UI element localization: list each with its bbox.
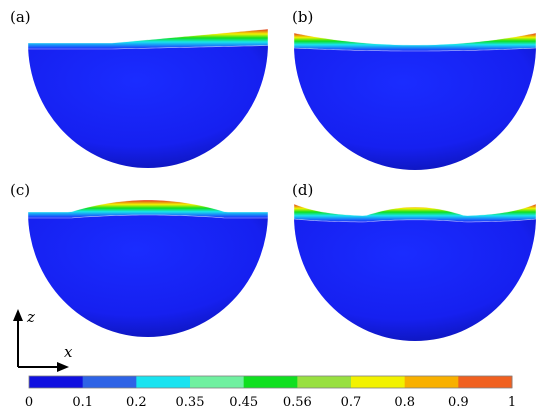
panel-label: (c) (10, 181, 30, 199)
colorbar-segment (458, 376, 513, 388)
colorbar-tick-label: 0 (25, 395, 33, 410)
panel-label: (b) (292, 8, 313, 26)
z-axis-label: z (26, 308, 35, 326)
hemisphere-body (294, 216, 536, 341)
colorbar-segment (404, 376, 459, 388)
colorbar-segment (243, 376, 298, 388)
panel-d: (d) (292, 181, 537, 341)
colorbar-segments (29, 376, 513, 388)
colorbar-segment (29, 376, 84, 388)
colorbar-tick-label: 0.35 (176, 395, 205, 410)
hemisphere-body (294, 45, 536, 170)
panel-a: (a) (10, 8, 269, 168)
z-arrowhead-icon (13, 309, 23, 321)
free-surface-band (27, 199, 269, 219)
free-surface-band (27, 28, 269, 50)
panel-label: (d) (292, 181, 313, 199)
colorbar-frame (28, 375, 513, 389)
colorbar-tick-label: 0.7 (341, 395, 362, 410)
colorbar-segment (351, 376, 406, 388)
colorbar-segment (297, 376, 352, 388)
x-axis-label: x (64, 343, 73, 361)
colorbar: 0 0.1 0.2 0.35 0.45 0.56 0.7 0.8 0.9 1 (25, 375, 516, 410)
colorbar-segment (190, 376, 245, 388)
colorbar-tick-label: 0.1 (72, 395, 93, 410)
hemisphere-body (28, 212, 268, 337)
colorbar-tick-label: 0.56 (283, 395, 312, 410)
free-surface-band (293, 32, 537, 52)
colorbar-tick-label: 0.2 (126, 395, 147, 410)
x-arrowhead-icon (57, 362, 69, 372)
colorbar-tick-label: 0.8 (394, 395, 415, 410)
colorbar-segment (136, 376, 191, 388)
colorbar-tick-label: 0.45 (229, 395, 258, 410)
panel-b: (b) (292, 8, 537, 170)
axes-indicator: z x (13, 308, 73, 372)
panel-label: (a) (10, 8, 31, 26)
colorbar-segment (82, 376, 137, 388)
colorbar-tick-label: 0.9 (448, 395, 469, 410)
hemisphere-body (28, 43, 268, 168)
free-surface-band (293, 203, 537, 223)
colorbar-tick-label: 1 (508, 395, 516, 410)
panel-c: (c) (10, 181, 269, 337)
colorbar-tick-labels: 0 0.1 0.2 0.35 0.45 0.56 0.7 0.8 0.9 1 (25, 395, 516, 410)
